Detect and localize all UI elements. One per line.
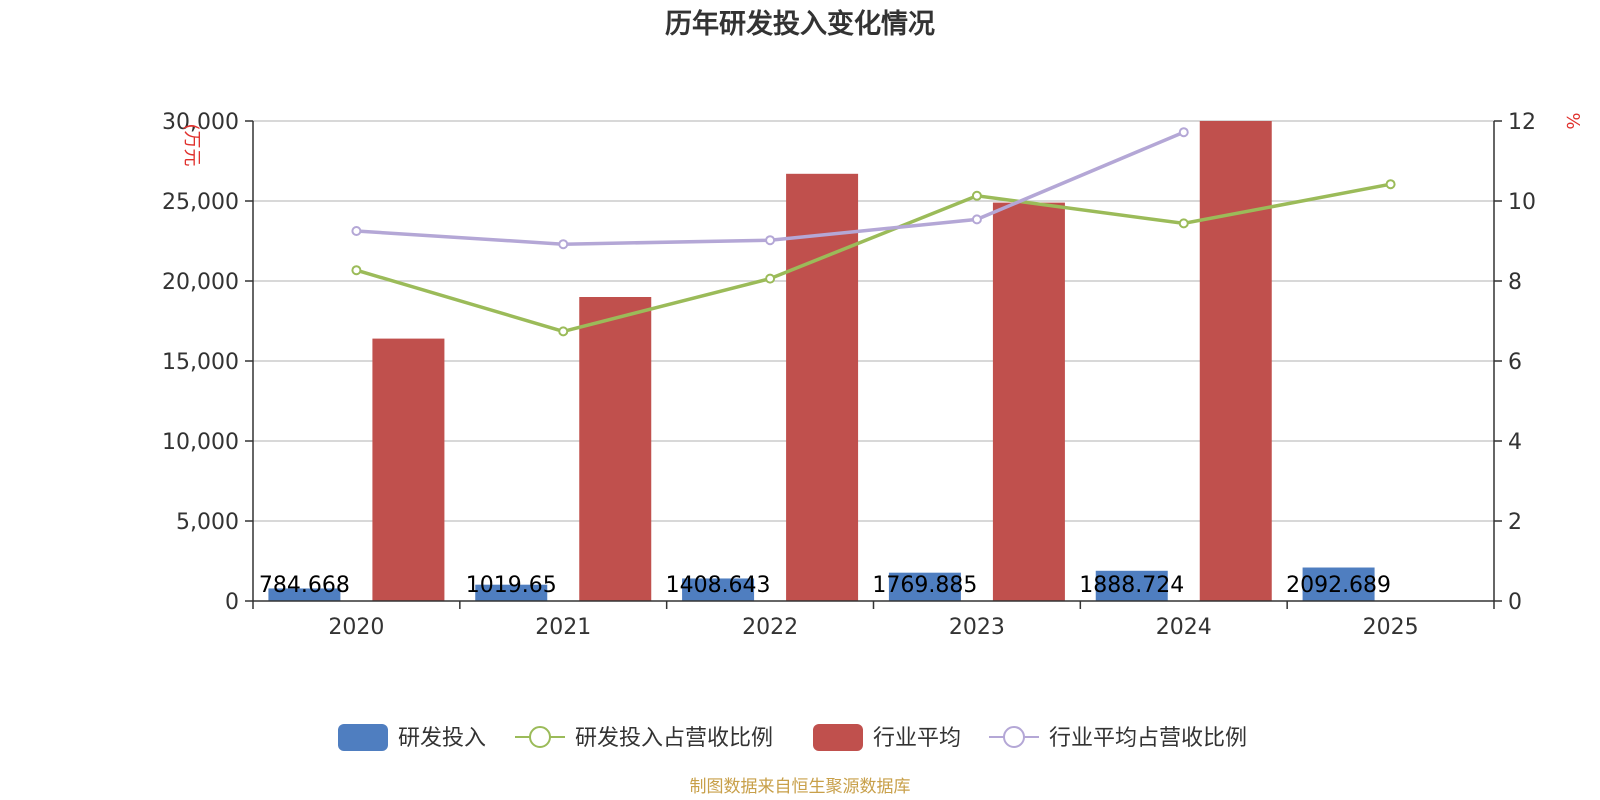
legend-item: 研发投入占营收比例 xyxy=(515,726,773,751)
bar-industry-average xyxy=(372,338,445,601)
data-source-note: 制图数据来自恒生聚源数据库 xyxy=(690,777,911,797)
legend: 研发投入 研发投入占营收比例 行业平均 行业平均占营收比例 xyxy=(338,724,1247,751)
legend-label: 行业平均 xyxy=(873,726,961,751)
legend-marker xyxy=(1003,726,1025,748)
legend-swatch xyxy=(813,724,863,751)
left-tick-label: 15,000 xyxy=(162,350,239,375)
legend-item: 行业平均 xyxy=(813,724,961,751)
legend-label: 行业平均占营收比例 xyxy=(1049,726,1247,751)
bar-data-label: 2092.689 xyxy=(1286,573,1391,598)
bar-data-label: 1888.724 xyxy=(1079,573,1184,598)
x-tick-label: 2020 xyxy=(328,615,384,640)
bar-industry-average xyxy=(1199,121,1272,601)
right-tick-label: 4 xyxy=(1508,430,1522,455)
line-point xyxy=(558,326,569,337)
x-tick-label: 2025 xyxy=(1363,615,1419,640)
line-point xyxy=(558,239,569,250)
line-point xyxy=(765,273,776,284)
bar-rd-investment xyxy=(475,584,548,601)
right-tick-label: 12 xyxy=(1508,110,1536,135)
bars xyxy=(268,121,1375,602)
right-tick-label: 6 xyxy=(1508,350,1522,375)
axes: 0 5,000 10,000 15,000 20,000 25,000 30,000 0 2 4 6… xyxy=(162,110,1536,640)
bar-rd-investment xyxy=(682,578,755,601)
x-tick-label: 2022 xyxy=(742,615,798,640)
bar-industry-average xyxy=(579,297,652,601)
line-point xyxy=(971,190,982,201)
line-point xyxy=(1385,179,1396,190)
line-point xyxy=(1178,218,1189,229)
left-tick-label: 25,000 xyxy=(162,190,239,215)
left-tick-label: 20,000 xyxy=(162,270,239,295)
line-point xyxy=(351,226,362,236)
bar-data-label: 1408.643 xyxy=(666,573,771,598)
lines xyxy=(351,127,1396,337)
x-tick-label: 2023 xyxy=(949,615,1005,640)
data-labels: 784.668 1019.65 1408.643 1769.885 1888.724 20… xyxy=(259,573,1391,598)
legend-swatch xyxy=(338,724,388,751)
bar-rd-investment xyxy=(1095,570,1168,601)
line-point xyxy=(1178,127,1189,138)
bar-rd-investment xyxy=(1302,567,1375,601)
legend-label: 研发投入占营收比例 xyxy=(575,726,773,751)
x-tick-label: 2021 xyxy=(535,615,591,640)
line-rd-ratio xyxy=(355,182,1391,334)
left-tick-label: 5,000 xyxy=(176,510,239,535)
left-tick-label: 30,000 xyxy=(162,110,239,135)
legend-marker xyxy=(529,726,551,748)
line-point xyxy=(765,235,776,246)
left-axis-unit: (万元 xyxy=(181,123,202,166)
bar-data-label: 784.668 xyxy=(259,573,350,598)
x-tick-label: 2024 xyxy=(1156,615,1212,640)
bar-data-label: 1769.885 xyxy=(872,573,977,598)
bar-industry-average xyxy=(992,202,1065,601)
gridlines xyxy=(253,120,1494,522)
legend-label: 研发投入 xyxy=(398,726,486,751)
bar-rd-investment xyxy=(268,588,341,601)
bar-rd-investment xyxy=(888,572,961,601)
line-point xyxy=(351,265,362,276)
bar-data-label: 1019.65 xyxy=(466,573,557,598)
right-tick-label: 0 xyxy=(1508,590,1522,615)
left-tick-label: 10,000 xyxy=(162,430,239,455)
legend-item: 行业平均占营收比例 xyxy=(989,726,1247,751)
right-tick-label: 2 xyxy=(1508,510,1522,535)
right-tick-label: 8 xyxy=(1508,270,1522,295)
right-axis-unit: % xyxy=(1562,112,1583,129)
legend-item: 研发投入 xyxy=(338,724,486,751)
chart-title: 历年研发投入变化情况 xyxy=(665,8,935,40)
right-tick-label: 10 xyxy=(1508,190,1536,215)
bar-industry-average xyxy=(786,173,859,602)
left-tick-label: 0 xyxy=(225,590,239,615)
line-point xyxy=(971,214,982,225)
